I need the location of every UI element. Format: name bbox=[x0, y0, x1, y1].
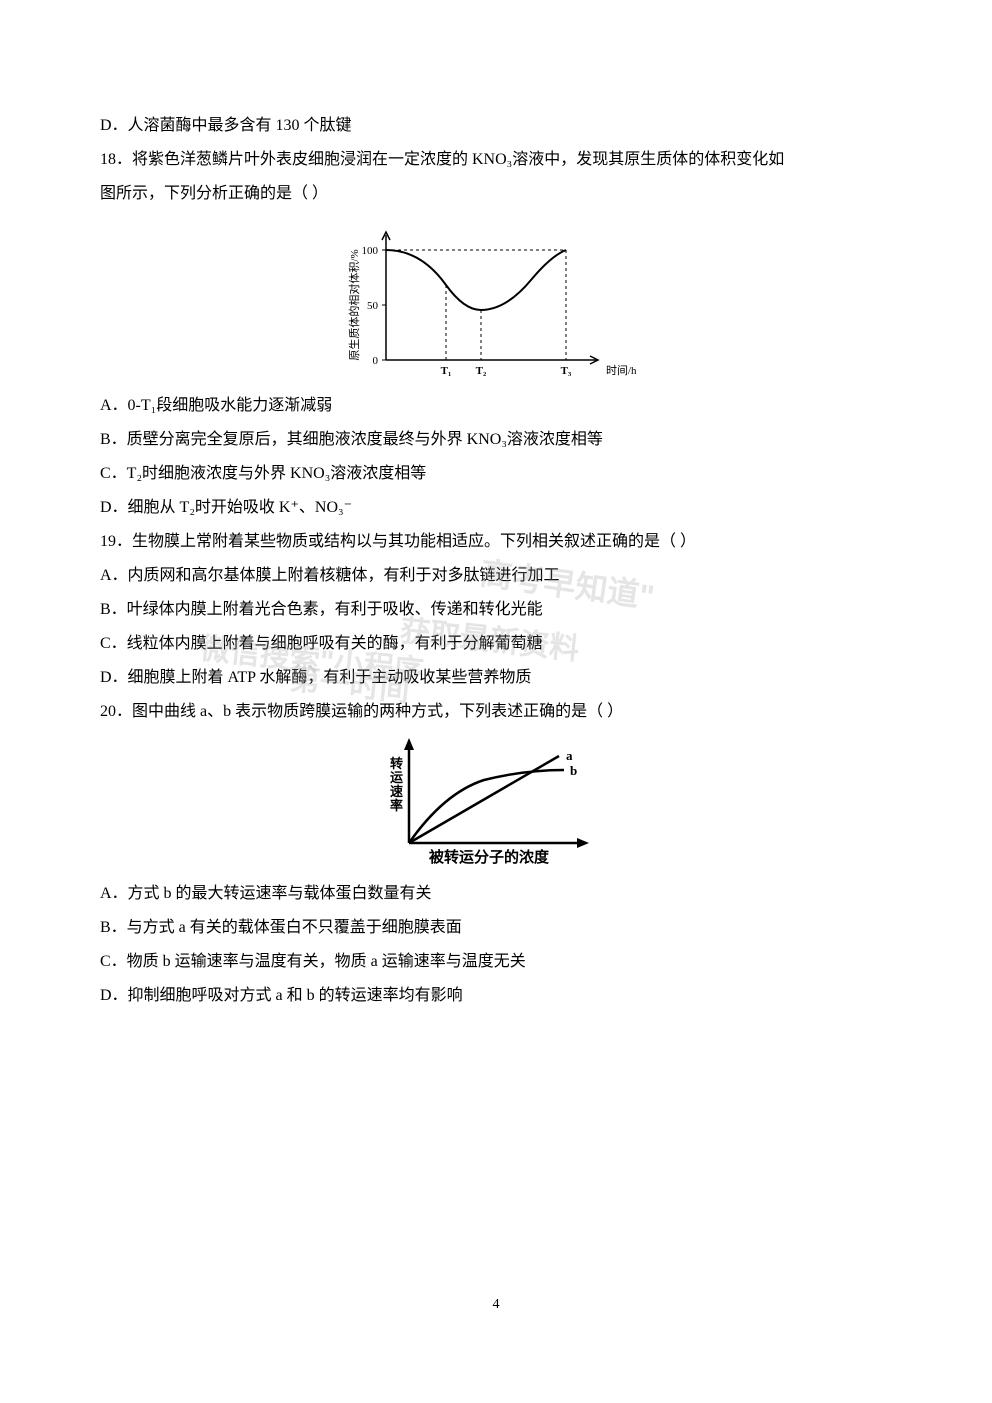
svg-text:率: 率 bbox=[390, 798, 403, 813]
q19-option-a: A．内质网和高尔基体膜上附着核糖体，有利于对多肽链进行加工 bbox=[100, 560, 892, 592]
chart1-ylabel: 原生质体的相对体积/% bbox=[347, 249, 361, 360]
q18-option-a: A．0-T₁段细胞吸水能力逐渐减弱 bbox=[100, 390, 892, 422]
q18-stem-line1: 18．将紫色洋葱鳞片叶外表皮细胞浸润在一定浓度的 KNO₃溶液中，发现其原生质体… bbox=[100, 144, 892, 176]
svg-text:时间/h: 时间/h bbox=[606, 364, 637, 377]
svg-text:b: b bbox=[570, 763, 577, 778]
q20-option-b: B．与方式 a 有关的载体蛋白不只覆盖于细胞膜表面 bbox=[100, 912, 892, 944]
q19-option-c: C．线粒体内膜上附着与细胞呼吸有关的酶，有利于分解葡萄糖 bbox=[100, 628, 892, 660]
q18-option-c: C．T₂时细胞液浓度与外界 KNO₃溶液浓度相等 bbox=[100, 458, 892, 490]
svg-text:T₂: T₂ bbox=[476, 365, 487, 377]
q20-option-d: D．抑制细胞呼吸对方式 a 和 b 的转运速率均有影响 bbox=[100, 980, 892, 1012]
svg-text:T₁: T₁ bbox=[441, 365, 452, 377]
svg-text:T₃: T₃ bbox=[561, 365, 572, 377]
q18-stem-line2: 图所示，下列分析正确的是（ ） bbox=[100, 178, 892, 210]
q17-option-d: D．人溶菌酶中最多含有 130 个肽键 bbox=[100, 110, 892, 142]
q19-option-b: B．叶绿体内膜上附着光合色素，有利于吸收、传递和转化光能 bbox=[100, 594, 892, 626]
page-number: 4 bbox=[0, 1297, 992, 1313]
q18-option-d: D．细胞从 T₂时开始吸收 K⁺、NO₃⁻ bbox=[100, 492, 892, 524]
chart2-xlabel: 被转运分子的浓度 bbox=[428, 848, 549, 866]
q20-stem: 20．图中曲线 a、b 表示物质跨膜运输的两种方式，下列表述正确的是（ ） bbox=[100, 696, 892, 728]
svg-text:运: 运 bbox=[390, 770, 403, 785]
svg-text:转: 转 bbox=[390, 756, 403, 771]
q20-chart: 转 运 速 率 a b 被转运分子的浓度 bbox=[100, 738, 892, 868]
q18-option-b: B．质壁分离完全复原后，其细胞液浓度最终与外界 KNO₃溶液浓度相等 bbox=[100, 424, 892, 456]
q19-stem: 19．生物膜上常附着某些物质或结构以与其功能相适应。下列相关叙述正确的是（ ） bbox=[100, 526, 892, 558]
q20-option-c: C．物质 b 运输速率与温度有关，物质 a 运输速率与温度无关 bbox=[100, 946, 892, 978]
svg-text:a: a bbox=[566, 748, 573, 763]
q19-option-d: D．细胞膜上附着 ATP 水解酶，有利于主动吸收某些营养物质 bbox=[100, 662, 892, 694]
svg-text:100: 100 bbox=[362, 245, 379, 257]
svg-text:0: 0 bbox=[373, 355, 379, 367]
svg-text:50: 50 bbox=[367, 300, 379, 312]
q20-option-a: A．方式 b 的最大转运速率与载体蛋白数量有关 bbox=[100, 878, 892, 910]
svg-text:速: 速 bbox=[390, 784, 403, 799]
q18-chart: 原生质体的相对体积/% 0 50 100 bbox=[100, 220, 892, 380]
